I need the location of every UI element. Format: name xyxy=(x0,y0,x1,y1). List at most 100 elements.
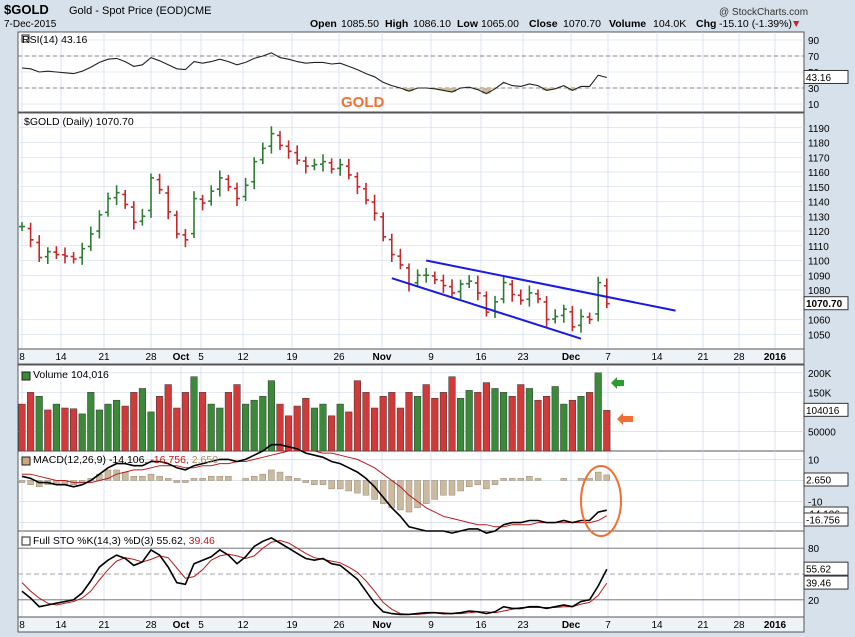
price-bar xyxy=(27,222,34,248)
price-bar xyxy=(603,278,610,309)
x-tick-label: 28 xyxy=(145,620,157,631)
rsi-oversold-fill xyxy=(447,88,457,92)
volume-label: Volume xyxy=(609,18,646,30)
value-badge xyxy=(803,472,849,487)
volume-bar xyxy=(508,396,516,452)
volume-bar xyxy=(422,384,430,452)
volume-bar xyxy=(414,396,422,452)
macd-histogram-bar xyxy=(380,480,387,504)
volume-value: 104.0K xyxy=(653,18,686,30)
x-tick-label: 5 xyxy=(198,352,204,363)
volume-bar xyxy=(121,405,129,452)
x-tick-label: 2016 xyxy=(764,352,787,363)
rsi-plot xyxy=(18,34,804,95)
price-bar xyxy=(595,276,602,322)
price-bar xyxy=(173,210,180,239)
volume-bar xyxy=(95,409,103,452)
y-tick-label: 10 xyxy=(808,455,820,466)
sto-label: Full STO %K(14,3) %D(3) 55.62, 39.46 xyxy=(33,535,215,547)
rsi-oversold-fill xyxy=(542,88,551,91)
value-badge-text: 43.16 xyxy=(806,73,831,84)
volume-bar xyxy=(603,410,611,452)
x-tick-label: 9 xyxy=(428,352,434,363)
macd-histogram-bar xyxy=(388,480,395,509)
price-bar xyxy=(302,156,309,174)
value-badge xyxy=(803,296,849,311)
x-tick-label: Dec xyxy=(562,620,581,631)
y-tick-label: 1170 xyxy=(808,153,830,164)
price-bar xyxy=(165,185,172,220)
rsi-legend-swatch xyxy=(21,34,30,43)
volume-bar xyxy=(156,396,164,452)
price-bar xyxy=(277,130,283,150)
y-tick-label: 20 xyxy=(808,596,820,607)
macd-histogram-bar xyxy=(431,480,438,500)
x-tick-label: 8 xyxy=(19,352,25,363)
price-bar xyxy=(483,291,490,317)
rsi-line xyxy=(21,52,607,95)
y-tick-label: 1080 xyxy=(808,286,831,297)
price-bar xyxy=(320,154,326,172)
volume-bar xyxy=(465,390,473,452)
sto-label-d: 39.46 xyxy=(189,535,215,547)
y-tick-label: 200K xyxy=(808,369,832,380)
price-bar xyxy=(251,157,258,190)
price-bar xyxy=(234,182,240,206)
macd-histogram-bar xyxy=(397,480,404,511)
macd-histogram-bar xyxy=(207,476,215,481)
macd-histogram-bar xyxy=(414,480,421,509)
price-bar xyxy=(70,252,77,264)
volume-bar xyxy=(517,384,525,452)
y-tick-label: 1120 xyxy=(808,227,830,238)
channel-lower-line xyxy=(391,277,582,340)
price-plot xyxy=(19,126,676,340)
price-bar xyxy=(242,177,249,201)
volume-bar xyxy=(181,392,189,452)
macd-histogram-bar xyxy=(121,471,129,481)
price-bar xyxy=(87,226,94,251)
ohlc-summary: Open 1085.50 High 1086.10 Low 1065.00 Cl… xyxy=(310,18,801,30)
y-tick-label: 1140 xyxy=(808,198,830,209)
macd-label: MACD(12,26,9) -14.106, -16.756, 2.650 xyxy=(33,454,218,466)
volume-bar xyxy=(216,407,224,452)
volume-bar xyxy=(138,388,146,452)
macd-histogram-bar xyxy=(534,478,542,481)
value-badge xyxy=(803,402,849,417)
open-value: 1085.50 xyxy=(341,18,379,30)
price-bar xyxy=(268,126,275,154)
x-tick-label: 16 xyxy=(475,620,487,631)
macd-histogram-bar xyxy=(440,480,447,496)
x-tick-label: Oct xyxy=(173,352,190,363)
macd-histogram-bar xyxy=(586,478,593,481)
macd-histogram-bar xyxy=(276,471,284,481)
macd-histogram-bar xyxy=(448,480,456,496)
volume-bar xyxy=(431,397,439,452)
rsi-oversold-fill xyxy=(473,88,483,90)
price-bar xyxy=(36,235,43,262)
rsi-oversold-fill xyxy=(404,88,414,92)
macd-histogram-bar xyxy=(147,473,155,481)
sto-legend-swatch xyxy=(21,536,31,546)
value-badge xyxy=(803,561,849,576)
y-tick-label: 1150 xyxy=(808,183,830,194)
macd-histogram-bar xyxy=(311,480,318,485)
price-bar xyxy=(113,185,120,206)
volume-bar xyxy=(35,396,43,452)
macd-histogram-bar xyxy=(164,478,172,481)
macd-histogram-bar xyxy=(302,480,309,483)
green-arrow-icon xyxy=(611,377,624,389)
macd-line xyxy=(21,443,607,534)
price-bar xyxy=(216,170,223,197)
price-bar xyxy=(526,285,533,307)
volume-bar xyxy=(328,415,336,452)
macd-histogram-bar xyxy=(294,478,301,481)
macd-histogram-bar xyxy=(268,469,275,481)
price-bar xyxy=(156,173,163,195)
macd-histogram-bar xyxy=(242,478,249,481)
x-tick-label: 21 xyxy=(697,620,709,631)
volume-bar xyxy=(405,392,413,452)
price-bar xyxy=(96,210,103,239)
volume-bar xyxy=(568,399,576,452)
volume-bar xyxy=(491,388,499,452)
